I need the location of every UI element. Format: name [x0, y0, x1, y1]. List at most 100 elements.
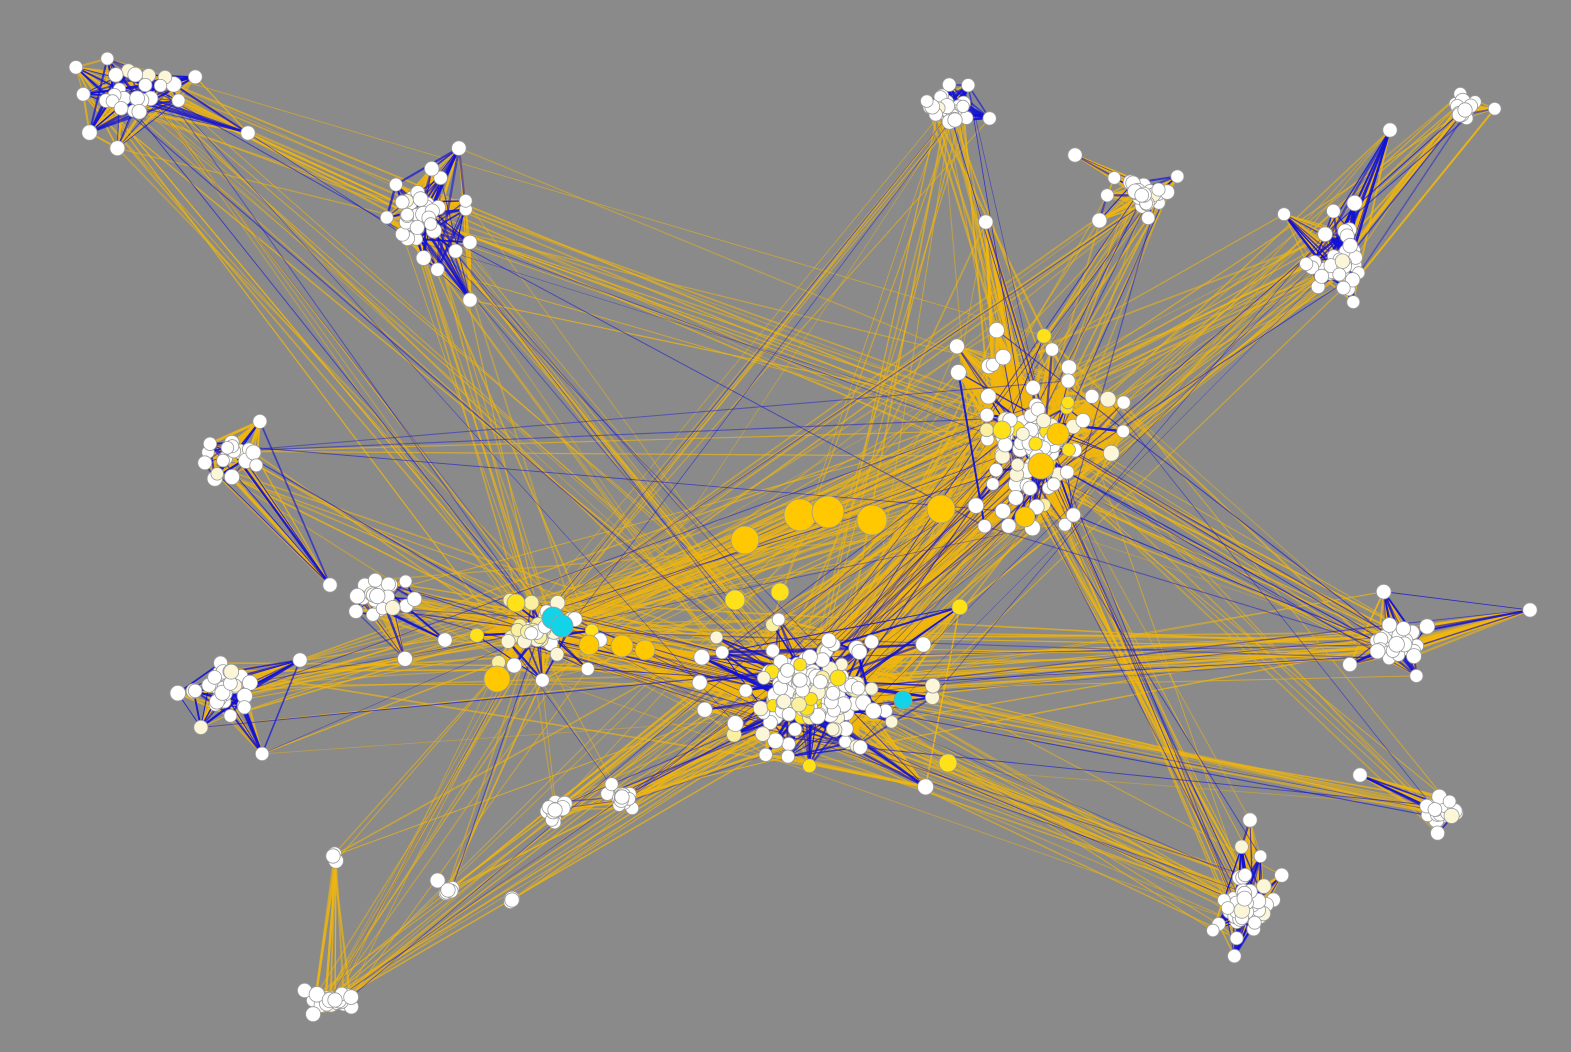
graph-node[interactable]	[1141, 210, 1156, 225]
graph-node[interactable]	[1256, 878, 1272, 894]
graph-node[interactable]	[977, 519, 992, 534]
graph-node[interactable]	[325, 848, 341, 864]
graph-node[interactable]	[838, 735, 852, 749]
graph-node[interactable]	[223, 708, 238, 723]
graph-node[interactable]	[1342, 656, 1358, 673]
graph-node[interactable]	[825, 722, 840, 736]
graph-node[interactable]	[961, 78, 976, 93]
graph-node[interactable]	[412, 191, 429, 207]
graph-node[interactable]	[780, 663, 795, 678]
graph-node[interactable]	[781, 749, 796, 764]
graph-node[interactable]	[884, 715, 899, 729]
graph-node[interactable]	[1116, 395, 1131, 410]
graph-node[interactable]	[1015, 426, 1030, 441]
gold-hub-12[interactable]	[578, 634, 600, 656]
graph-node[interactable]	[1061, 359, 1078, 376]
graph-node[interactable]	[197, 455, 213, 471]
graph-node[interactable]	[950, 364, 967, 381]
gold-hub-8[interactable]	[1014, 506, 1036, 528]
graph-node[interactable]	[851, 643, 868, 660]
graph-node[interactable]	[1206, 923, 1220, 938]
graph-node[interactable]	[81, 124, 98, 141]
graph-node[interactable]	[1375, 583, 1392, 600]
graph-node[interactable]	[1238, 867, 1253, 883]
graph-node[interactable]	[781, 706, 797, 722]
graph-node[interactable]	[1395, 621, 1412, 637]
graph-node[interactable]	[1107, 171, 1122, 185]
graph-node[interactable]	[448, 243, 464, 259]
yellow-node-1[interactable]	[506, 593, 526, 613]
graph-node[interactable]	[500, 634, 516, 649]
graph-node[interactable]	[210, 467, 224, 481]
graph-node[interactable]	[1334, 253, 1351, 269]
graph-node[interactable]	[1022, 480, 1038, 496]
graph-node[interactable]	[379, 210, 394, 225]
graph-node[interactable]	[1277, 207, 1291, 222]
graph-node[interactable]	[1409, 668, 1424, 683]
graph-node[interactable]	[924, 677, 941, 694]
graph-node[interactable]	[108, 67, 124, 83]
graph-node[interactable]	[138, 78, 153, 93]
graph-node[interactable]	[171, 93, 186, 108]
graph-node[interactable]	[129, 90, 145, 106]
graph-node[interactable]	[1151, 182, 1166, 197]
graph-node[interactable]	[504, 892, 520, 908]
graph-node[interactable]	[1345, 272, 1361, 288]
gold-hub-3[interactable]	[811, 495, 845, 529]
graph-node[interactable]	[793, 657, 807, 672]
gold-hub-4[interactable]	[856, 504, 888, 536]
graph-node[interactable]	[997, 437, 1013, 453]
graph-node[interactable]	[394, 194, 410, 210]
graph-node[interactable]	[1342, 237, 1358, 254]
graph-node[interactable]	[400, 207, 415, 222]
graph-node[interactable]	[1299, 256, 1314, 271]
graph-node[interactable]	[1427, 802, 1443, 817]
graph-node[interactable]	[1442, 794, 1457, 809]
graph-node[interactable]	[76, 87, 91, 102]
graph-node[interactable]	[979, 422, 994, 438]
graph-node[interactable]	[245, 444, 262, 461]
graph-node[interactable]	[187, 69, 203, 85]
graph-node[interactable]	[430, 262, 445, 277]
graph-node[interactable]	[1419, 618, 1436, 635]
graph-node[interactable]	[367, 572, 383, 588]
graph-node[interactable]	[604, 777, 619, 792]
gold-hub-11[interactable]	[634, 639, 656, 661]
graph-node[interactable]	[193, 719, 209, 735]
graph-node[interactable]	[1000, 518, 1017, 534]
graph-node[interactable]	[1100, 188, 1115, 203]
graph-node[interactable]	[1221, 901, 1235, 915]
graph-node[interactable]	[1028, 436, 1043, 451]
graph-node[interactable]	[462, 292, 478, 308]
graph-node[interactable]	[1242, 812, 1258, 828]
graph-node[interactable]	[951, 598, 969, 616]
graph-node[interactable]	[322, 577, 338, 593]
graph-node[interactable]	[207, 670, 222, 685]
graph-node[interactable]	[781, 736, 796, 752]
graph-node[interactable]	[1025, 379, 1041, 396]
graph-node[interactable]	[524, 626, 539, 641]
cyan-node-3[interactable]	[893, 690, 913, 710]
graph-node[interactable]	[1091, 212, 1108, 229]
graph-node[interactable]	[1253, 849, 1268, 864]
graph-node[interactable]	[1036, 328, 1052, 344]
graph-node[interactable]	[864, 634, 879, 650]
graph-node[interactable]	[1430, 825, 1446, 841]
graph-node[interactable]	[1314, 268, 1330, 284]
graph-node[interactable]	[249, 458, 264, 473]
graph-node[interactable]	[1116, 424, 1130, 439]
graph-node[interactable]	[1369, 643, 1386, 660]
graph-node[interactable]	[614, 789, 630, 805]
yellow-node-6[interactable]	[992, 420, 1012, 440]
graph-node[interactable]	[433, 170, 448, 186]
graph-node[interactable]	[1443, 807, 1460, 824]
graph-node[interactable]	[979, 407, 995, 423]
graph-node[interactable]	[415, 250, 432, 266]
graph-node[interactable]	[580, 661, 595, 676]
graph-node[interactable]	[1010, 457, 1025, 472]
gold-hub-10[interactable]	[610, 634, 634, 658]
graph-node[interactable]	[327, 992, 343, 1008]
graph-node[interactable]	[384, 600, 401, 616]
graph-node[interactable]	[1382, 122, 1398, 138]
